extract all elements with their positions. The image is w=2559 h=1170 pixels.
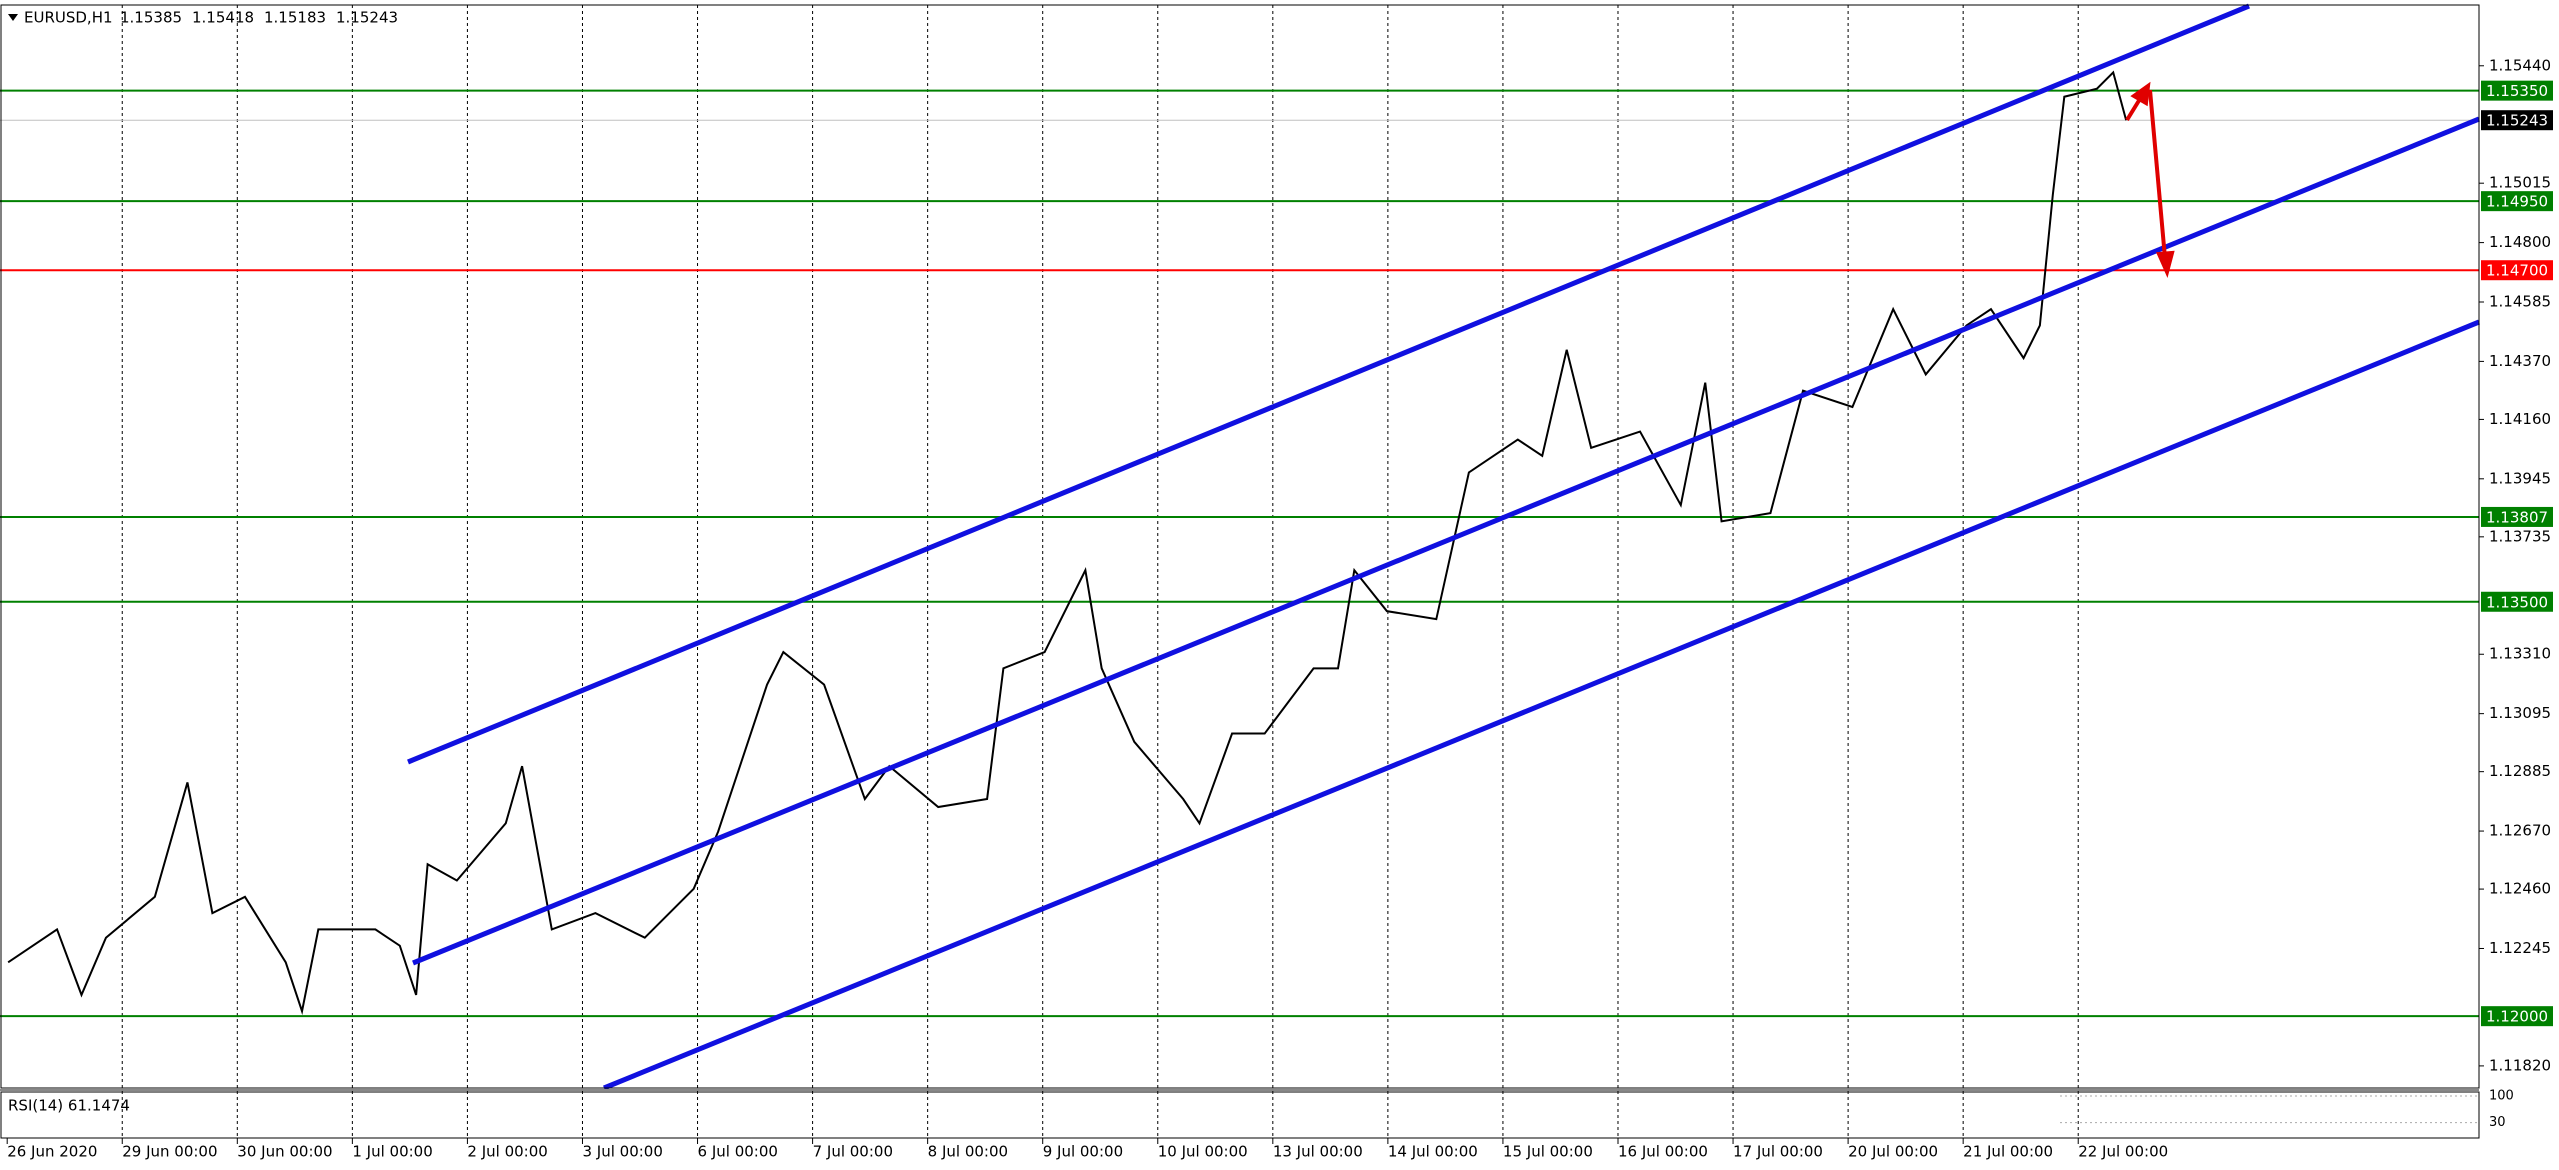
x-tick-label: 1 Jul 00:00 <box>352 1143 432 1161</box>
level-label: 1.13807 <box>2486 508 2548 526</box>
y-tick-label: 1.14800 <box>2489 233 2551 251</box>
level-label-box <box>2481 506 2553 527</box>
ohlc-value: 1.15183 <box>264 9 326 27</box>
y-tick-label: 1.12245 <box>2489 939 2551 957</box>
level-label: 1.12000 <box>2486 1008 2548 1026</box>
y-tick-label: 1.11820 <box>2489 1056 2551 1074</box>
level-label-box <box>2481 591 2553 612</box>
x-tick-label: 26 Jun 2020 <box>7 1143 97 1161</box>
x-tick-label: 10 Jul 00:00 <box>1158 1143 1248 1161</box>
ohlc-value: 1.15385 <box>120 9 182 27</box>
x-tick-label: 15 Jul 00:00 <box>1503 1143 1593 1161</box>
channel-lower <box>603 319 2480 1091</box>
level-label-box <box>2481 260 2553 281</box>
y-tick-label: 1.15440 <box>2489 56 2551 74</box>
menu-triangle <box>8 14 18 21</box>
y-tick-label: 1.13735 <box>2489 527 2551 545</box>
current-price-label: 1.15243 <box>2486 112 2548 130</box>
y-tick-label: 1.14370 <box>2489 352 2551 370</box>
rsi-frame <box>0 1091 2480 1139</box>
x-tick-label: 13 Jul 00:00 <box>1273 1143 1363 1161</box>
axes: 26 Jun 2020 29 Jun 00:00 30 Jun 00:00 1 Jul… <box>6 56 2553 1161</box>
x-tick-label: 20 Jul 00:00 <box>1848 1143 1938 1161</box>
series <box>7 70 2128 1016</box>
y-tick-label: 1.13945 <box>2489 469 2551 487</box>
level-label-box <box>2481 80 2553 101</box>
x-tick-label: 16 Jul 00:00 <box>1618 1143 1708 1161</box>
x-tick-label: 14 Jul 00:00 <box>1388 1143 1478 1161</box>
channel-middle <box>412 116 2480 966</box>
rsi-tick-label: 100 <box>2489 1089 2514 1104</box>
x-tick-label: 2 Jul 00:00 <box>467 1143 547 1161</box>
level-label: 1.14950 <box>2486 193 2548 211</box>
level-label: 1.13500 <box>2486 593 2548 611</box>
y-tick-label: 1.14585 <box>2489 292 2551 310</box>
levels <box>0 89 2479 1018</box>
y-tick-label: 1.13095 <box>2489 704 2551 722</box>
arrow-head <box>2156 250 2175 279</box>
y-tick-label: 1.12885 <box>2489 762 2551 780</box>
x-tick-label: 9 Jul 00:00 <box>1043 1143 1123 1161</box>
ohlc-value: 1.15418 <box>192 9 254 27</box>
level-label: 1.14700 <box>2486 262 2548 280</box>
channel-upper <box>407 3 2250 765</box>
grid <box>121 5 2079 1138</box>
ohlc: 1.15385 1.15418 1.15183 1.15243 <box>120 9 398 27</box>
plot-frame <box>0 4 2480 1089</box>
y-tick-label: 1.12460 <box>2489 880 2551 898</box>
symbol: EURUSD,H1 <box>24 9 113 27</box>
y-tick-label: 1.13310 <box>2489 645 2551 663</box>
arrow-head <box>2130 81 2151 107</box>
current-price-box <box>2481 110 2553 131</box>
x-tick-label: 30 Jun 00:00 <box>237 1143 332 1161</box>
y-tick-label: 1.15015 <box>2489 174 2551 192</box>
x-tick-label: 8 Jul 00:00 <box>928 1143 1008 1161</box>
ohlc-value: 1.15243 <box>336 9 398 27</box>
price-line <box>7 70 2128 1016</box>
x-tick-label: 7 Jul 00:00 <box>813 1143 893 1161</box>
level-label-box <box>2481 191 2553 212</box>
x-tick-label: 17 Jul 00:00 <box>1733 1143 1823 1161</box>
level-label-box <box>2481 1006 2553 1027</box>
x-tick-label: 22 Jul 00:00 <box>2078 1143 2168 1161</box>
x-tick-label: 21 Jul 00:00 <box>1963 1143 2053 1161</box>
rsi-label: RSI(14) 61.1474 <box>8 1097 130 1115</box>
arrow-down <box>2148 89 2167 259</box>
rsi-tick-label: 30 <box>2489 1115 2506 1130</box>
y-tick-label: 1.14160 <box>2489 410 2551 428</box>
arrows <box>2125 81 2175 279</box>
channel <box>407 3 2480 1091</box>
x-tick-label: 6 Jul 00:00 <box>698 1143 778 1161</box>
x-tick-label: 3 Jul 00:00 <box>582 1143 662 1161</box>
x-tick-label: 29 Jun 00:00 <box>122 1143 217 1161</box>
y-tick-label: 1.12670 <box>2489 822 2551 840</box>
level-label: 1.15350 <box>2486 82 2548 100</box>
